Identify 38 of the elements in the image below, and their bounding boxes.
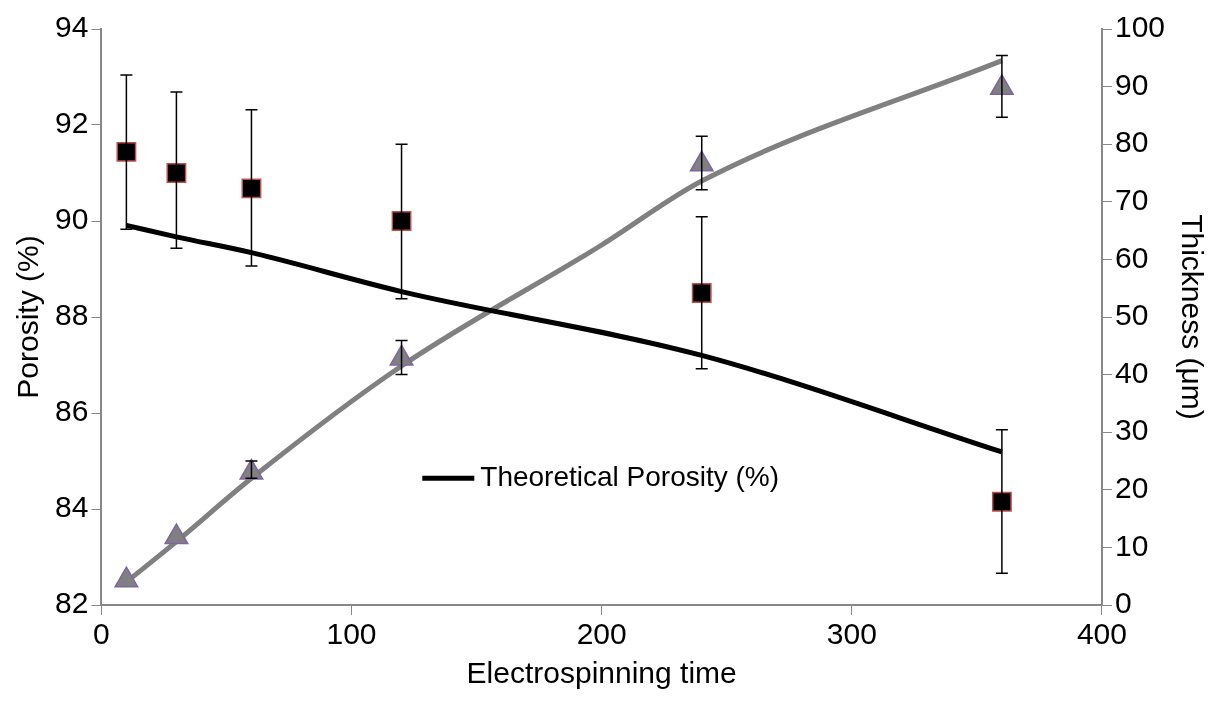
y2-tick-label: 100	[1114, 10, 1166, 44]
point	[114, 566, 139, 588]
y-tick-label: 92	[54, 106, 89, 140]
y2-tick-label: 70	[1114, 183, 1149, 217]
y-tick-label: 84	[54, 490, 89, 524]
x-axis-title: Electrospinning time	[466, 656, 737, 690]
y2-tick-label: 10	[1114, 528, 1149, 562]
x-tick-label: 200	[576, 617, 627, 651]
y2-tick-label: 0	[1114, 586, 1132, 620]
y2-tick-label: 50	[1114, 298, 1149, 332]
x-tick-label: 300	[826, 617, 877, 651]
y-tick-label: 94	[54, 10, 89, 44]
point	[689, 150, 714, 172]
y2-tick-label: 30	[1114, 413, 1149, 447]
y2-tick-label: 20	[1114, 471, 1149, 505]
point	[239, 458, 264, 480]
y2-tick-label: 90	[1114, 67, 1149, 101]
x-tick-label: 400	[1076, 617, 1127, 651]
y2-axis-title: Thickness (μm)	[1175, 214, 1209, 420]
y2-tick-label: 60	[1114, 240, 1149, 274]
point	[391, 211, 412, 231]
point	[691, 283, 712, 303]
y-tick-label: 86	[54, 394, 89, 428]
y-tick-label: 88	[54, 298, 89, 332]
point	[164, 523, 189, 545]
point	[991, 491, 1012, 512]
point	[166, 163, 187, 183]
legend-label: Theoretical Porosity (%)	[480, 461, 780, 492]
y-axis-title: Porosity (%)	[11, 235, 45, 399]
y-tick-label: 90	[54, 202, 89, 236]
point	[241, 178, 262, 199]
point	[116, 141, 137, 162]
y-tick-label: 82	[54, 586, 89, 620]
x-tick-label: 100	[326, 617, 377, 651]
y2-tick-label: 80	[1114, 125, 1149, 159]
y2-tick-label: 40	[1114, 355, 1149, 389]
point	[389, 344, 414, 366]
x-tick-label: 0	[93, 617, 110, 651]
